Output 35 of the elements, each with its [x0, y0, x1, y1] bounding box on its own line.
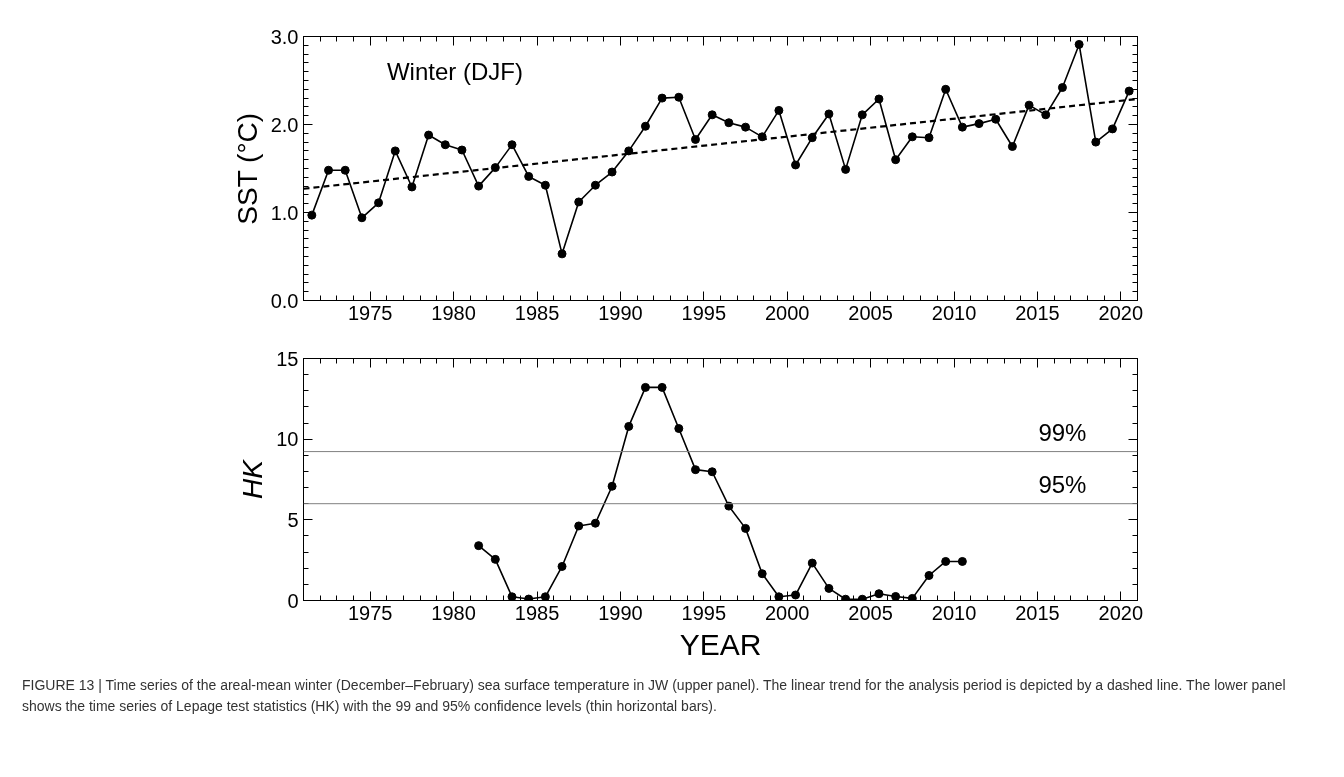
y-tick-label: 3.0	[270, 25, 299, 48]
annotation: Winter (DJF)	[386, 57, 523, 85]
y-tick-label: 1.0	[270, 201, 299, 224]
y-tick-label: 0.0	[270, 289, 299, 312]
y-axis-title: SST (°C)	[231, 112, 263, 225]
x-tick-label: 2005	[848, 301, 893, 324]
y-tick-label: 2.0	[270, 113, 299, 136]
x-tick-label: 1975	[347, 601, 393, 624]
x-tick-label: 1995	[681, 601, 727, 624]
x-tick-label: 2015	[1015, 601, 1060, 624]
y-axis-title: HK	[237, 458, 269, 499]
x-tick-label: 1975	[347, 301, 393, 324]
x-tick-label: 1990	[598, 301, 643, 324]
x-axis-title: YEAR	[679, 627, 762, 661]
y-tick-label: 0	[287, 589, 299, 612]
annotation: 99%	[1038, 418, 1087, 446]
caption: FIGURE 13 | Time series of the areal-mean winter (December–February) sea surface temperature in JW (upper panel). The linear trend for the analysis period is depicted by a dashed line. The lower panel shows the time series of Lepage test statistics (HK) with the 99 and 95% confidence levels (thin horizontal bars).	[22, 676, 1287, 716]
y-tick-label: 15	[276, 347, 299, 370]
x-tick-label: 2020	[1098, 301, 1144, 324]
x-tick-label: 2010	[931, 301, 977, 324]
y-tick-label: 5	[287, 508, 299, 531]
x-tick-label: 1980	[431, 601, 476, 624]
x-tick-label: 1980	[431, 301, 476, 324]
x-tick-label: 1985	[514, 601, 560, 624]
x-tick-label: 2005	[848, 601, 893, 624]
x-tick-label: 2000	[764, 601, 810, 624]
x-tick-label: 2000	[764, 301, 810, 324]
x-tick-label: 2015	[1015, 301, 1060, 324]
x-tick-label: 1995	[681, 301, 727, 324]
x-tick-label: 2020	[1098, 601, 1144, 624]
x-tick-label: 1985	[514, 301, 560, 324]
x-tick-label: 2010	[931, 601, 977, 624]
x-tick-label: 1990	[598, 601, 643, 624]
y-tick-label: 10	[276, 428, 299, 451]
annotation: 95%	[1038, 470, 1087, 498]
